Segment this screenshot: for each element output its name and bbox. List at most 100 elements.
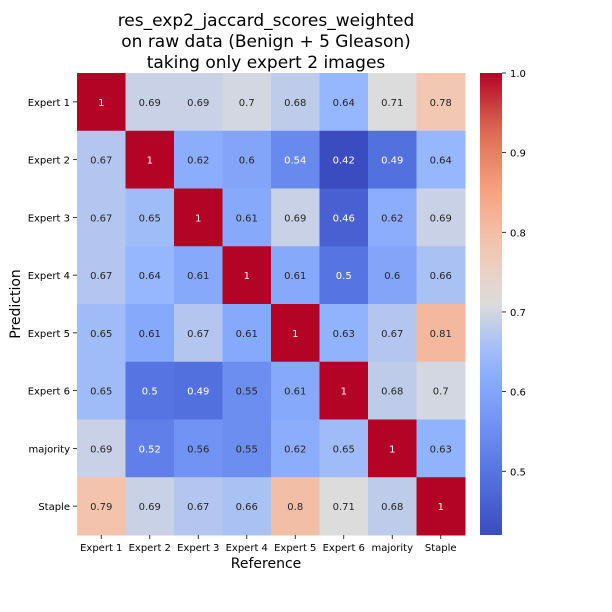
heatmap-cell-value: 0.8: [287, 502, 303, 513]
x-tick-label: Expert 6: [323, 543, 365, 554]
heatmap-cell-value: 0.64: [430, 156, 452, 167]
heatmap-cell-value: 0.65: [90, 387, 112, 398]
heatmap-cell-value: 0.55: [236, 387, 258, 398]
heatmap-cell-value: 0.49: [187, 387, 209, 398]
heatmap-cell-value: 0.68: [284, 98, 306, 109]
colorbar-ticks: 0.5 0.6 0.7 0.8 0.9 1.0: [502, 69, 526, 478]
heatmap-cell: [416, 246, 466, 305]
y-tick-label: Expert 3: [28, 213, 70, 224]
heatmap-cell: [319, 246, 369, 305]
heatmap-cell-value: 1: [438, 502, 444, 513]
heatmap-cell: [174, 73, 223, 132]
heatmap-cell: [222, 130, 272, 189]
heatmap-cell: [271, 73, 320, 132]
heatmap-cell-value: 0.61: [284, 271, 306, 282]
heatmap-cell: [368, 73, 417, 132]
heatmap-cell-value: 0.5: [142, 387, 158, 398]
heatmap-cell-value: 0.7: [239, 98, 255, 109]
chart-title: res_exp2_jaccard_scores_weighted on raw …: [118, 11, 415, 73]
x-tick-label: Expert 3: [177, 543, 219, 554]
heatmap-cell: [319, 361, 369, 420]
heatmap-cell: [319, 130, 369, 189]
heatmap-cell: [222, 304, 272, 363]
x-tick-label: Expert 4: [226, 543, 268, 554]
heatmap-cell: [222, 73, 272, 132]
chart-title-line: on raw data (Benign + 5 Gleason): [121, 32, 411, 52]
y-tick-labels: Expert 1 Expert 2 Expert 3 Expert 4 Expert 5…: [28, 98, 77, 513]
heatmap-cell: [416, 361, 466, 420]
y-tick-label: Staple: [38, 502, 70, 513]
heatmap-cell: [271, 361, 320, 420]
heatmap-cell: [271, 188, 320, 247]
heatmap-cell-value: 0.62: [187, 156, 209, 167]
heatmap-cell: [319, 188, 369, 247]
heatmap-cell-value: 0.62: [284, 444, 306, 455]
heatmap-cell: [319, 304, 369, 363]
heatmap-cell-value: 0.54: [284, 156, 306, 167]
heatmap-cell: [368, 188, 417, 247]
heatmap-cell-value: 0.67: [187, 329, 209, 340]
heatmap-cell: [416, 130, 466, 189]
heatmap-cell-value: 0.67: [90, 271, 112, 282]
heatmap-cell: [368, 419, 417, 478]
heatmap-cell-value: 0.69: [90, 444, 112, 455]
y-axis-label: Prediction: [8, 269, 24, 339]
heatmap-cell-value: 0.63: [333, 329, 355, 340]
y-tick-label: Expert 1: [28, 98, 70, 109]
heatmap-cell: [77, 130, 126, 189]
heatmap-cell-value: 0.61: [284, 387, 306, 398]
heatmap-cell-value: 0.69: [284, 213, 306, 224]
heatmap-cell: [77, 361, 126, 420]
heatmap-cell: [174, 304, 223, 363]
heatmap-cell-value: 0.71: [381, 98, 403, 109]
heatmap-cell-value: 1: [292, 329, 298, 340]
heatmap-cell: [416, 304, 466, 363]
heatmap-cell: [125, 361, 175, 420]
heatmap-cell-value: 0.69: [187, 98, 209, 109]
y-tick-label: Expert 2: [28, 156, 70, 167]
heatmap-cell-value: 1: [147, 156, 153, 167]
heatmap-cell-value: 0.6: [384, 271, 400, 282]
heatmap-cell: [416, 188, 466, 247]
heatmap-cell: [174, 130, 223, 189]
heatmap-cell: [174, 361, 223, 420]
colorbar-tick-label: 0.7: [510, 308, 526, 319]
heatmap-cell-value: 0.65: [333, 444, 355, 455]
heatmap-cell: [77, 304, 126, 363]
heatmap-cell: [271, 304, 320, 363]
heatmap-cell: [174, 419, 223, 478]
x-tick-label: Expert 2: [129, 543, 171, 554]
heatmap-cell-value: 1: [341, 387, 347, 398]
heatmap-cell-value: 0.56: [187, 444, 209, 455]
heatmap-cell: [368, 477, 417, 536]
heatmap-cell-value: 0.67: [90, 156, 112, 167]
heatmap-cell: [77, 419, 126, 478]
y-tick-label: Expert 6: [28, 387, 70, 398]
heatmap-cell-value: 0.67: [187, 502, 209, 513]
heatmap-cell-value: 0.65: [139, 213, 161, 224]
heatmap-cell-value: 0.5: [336, 271, 352, 282]
heatmap-cell-value: 0.71: [333, 502, 355, 513]
colorbar-tick-label: 0.6: [510, 388, 526, 399]
heatmap-cell: [125, 419, 175, 478]
heatmap-cell: [368, 304, 417, 363]
heatmap-cell-value: 0.79: [90, 502, 112, 513]
chart-title-line: res_exp2_jaccard_scores_weighted: [118, 11, 415, 31]
heatmap-cell-value: 0.63: [430, 444, 452, 455]
heatmap-cell: [125, 73, 175, 132]
chart-title-line: taking only expert 2 images: [147, 53, 386, 73]
colorbar-tick-label: 0.8: [510, 228, 526, 239]
heatmap-cell: [368, 130, 417, 189]
heatmap-cell: [222, 361, 272, 420]
heatmap-cell-value: 0.61: [139, 329, 161, 340]
heatmap-cell: [368, 246, 417, 305]
heatmap-cell-value: 0.61: [236, 213, 258, 224]
x-tick-label: Staple: [425, 543, 457, 554]
heatmap-cell: [125, 130, 175, 189]
heatmap-cell-value: 0.68: [381, 387, 403, 398]
heatmap-cell: [222, 477, 272, 536]
heatmap-cell-value: 0.46: [333, 213, 355, 224]
heatmap-cell-value: 0.64: [139, 271, 161, 282]
heatmap-cell: [77, 477, 126, 536]
heatmap-cell: [125, 188, 175, 247]
